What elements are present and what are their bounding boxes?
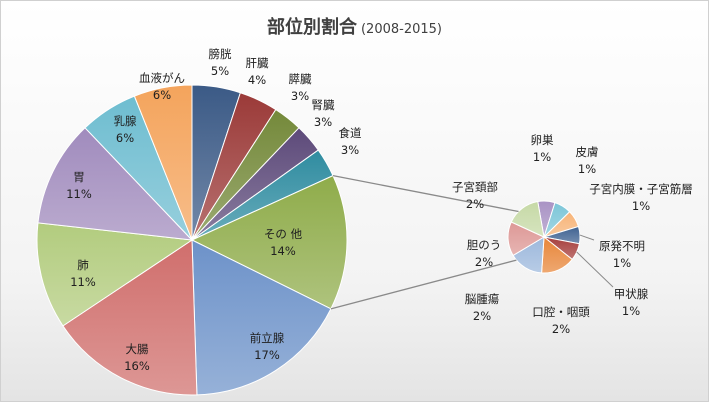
pie-slice-胃	[37, 127, 194, 241]
chart-title: 部位別割合 (2008-2015)	[1, 13, 708, 39]
data-label-前立腺: 前立腺	[250, 331, 285, 345]
pie-slice-大腸	[62, 239, 198, 396]
data-value-子宮頚部: 2%	[466, 197, 484, 211]
data-value-膀胱: 5%	[211, 64, 229, 78]
connector-line-bottom	[330, 259, 517, 310]
data-label-脳腫瘍: 脳腫瘍	[465, 292, 500, 306]
data-label-胆のう: 胆のう	[467, 238, 502, 252]
sub-pie-slice-子宮頚部	[510, 200, 545, 238]
data-value-腎臓: 3%	[314, 115, 332, 129]
data-value-その他: 14%	[270, 244, 296, 258]
data-value-脳腫瘍: 2%	[473, 309, 491, 323]
data-value-甲状腺: 1%	[622, 304, 640, 318]
data-value-肝臓: 4%	[248, 73, 266, 87]
data-label-大腸: 大腸	[126, 342, 149, 356]
chart-title-main: 部位別割合	[266, 17, 357, 38]
data-value-血液がん: 6%	[153, 88, 171, 102]
leader-line-原発不明	[579, 234, 595, 241]
data-value-子宮内膜・子宮筋層: 1%	[632, 199, 650, 213]
data-label-肝臓: 肝臓	[246, 56, 269, 70]
data-value-皮膚: 1%	[578, 162, 596, 176]
data-value-胃: 11%	[66, 187, 92, 201]
data-label-皮膚: 皮膚	[576, 145, 599, 159]
data-label-血液がん: 血液がん	[139, 71, 185, 85]
data-value-原発不明: 1%	[613, 256, 631, 270]
data-value-膵臓: 3%	[291, 89, 309, 103]
data-label-子宮内膜・子宮筋層: 子宮内膜・子宮筋層	[589, 182, 693, 196]
pie-slice-肺	[36, 222, 194, 327]
pie-slice-その他	[190, 174, 348, 310]
data-label-食道: 食道	[339, 126, 362, 140]
pie-slice-前立腺	[191, 239, 332, 396]
data-label-子宮頚部: 子宮頚部	[452, 180, 498, 194]
pie-slice-血液がん	[133, 84, 193, 241]
data-value-口腔・咽頭: 2%	[552, 322, 570, 336]
data-label-原発不明: 原発不明	[599, 239, 645, 253]
chart-title-sub: (2008-2015)	[360, 22, 442, 37]
data-label-甲状腺: 甲状腺	[614, 287, 649, 301]
data-value-食道: 3%	[341, 143, 359, 157]
data-value-大腸: 16%	[124, 359, 150, 373]
data-value-肺: 11%	[70, 275, 96, 289]
connector-line-top	[332, 174, 519, 213]
leader-line-甲状腺	[576, 251, 614, 288]
data-label-肺: 肺	[77, 258, 89, 272]
data-value-前立腺: 17%	[254, 348, 280, 362]
data-label-膵臓: 膵臓	[289, 72, 312, 86]
data-value-胆のう: 2%	[475, 255, 493, 269]
data-label-乳腺: 乳腺	[114, 114, 137, 128]
data-value-卵巣: 1%	[533, 150, 551, 164]
data-label-その他: その 他	[264, 227, 303, 241]
data-label-胃: 胃	[73, 170, 85, 184]
data-label-口腔・咽頭: 口腔・咽頭	[532, 305, 590, 319]
data-label-膀胱: 膀胱	[209, 47, 232, 61]
data-label-腎臓: 腎臓	[312, 98, 335, 112]
data-label-卵巣: 卵巣	[531, 133, 554, 147]
data-value-乳腺: 6%	[116, 131, 134, 145]
